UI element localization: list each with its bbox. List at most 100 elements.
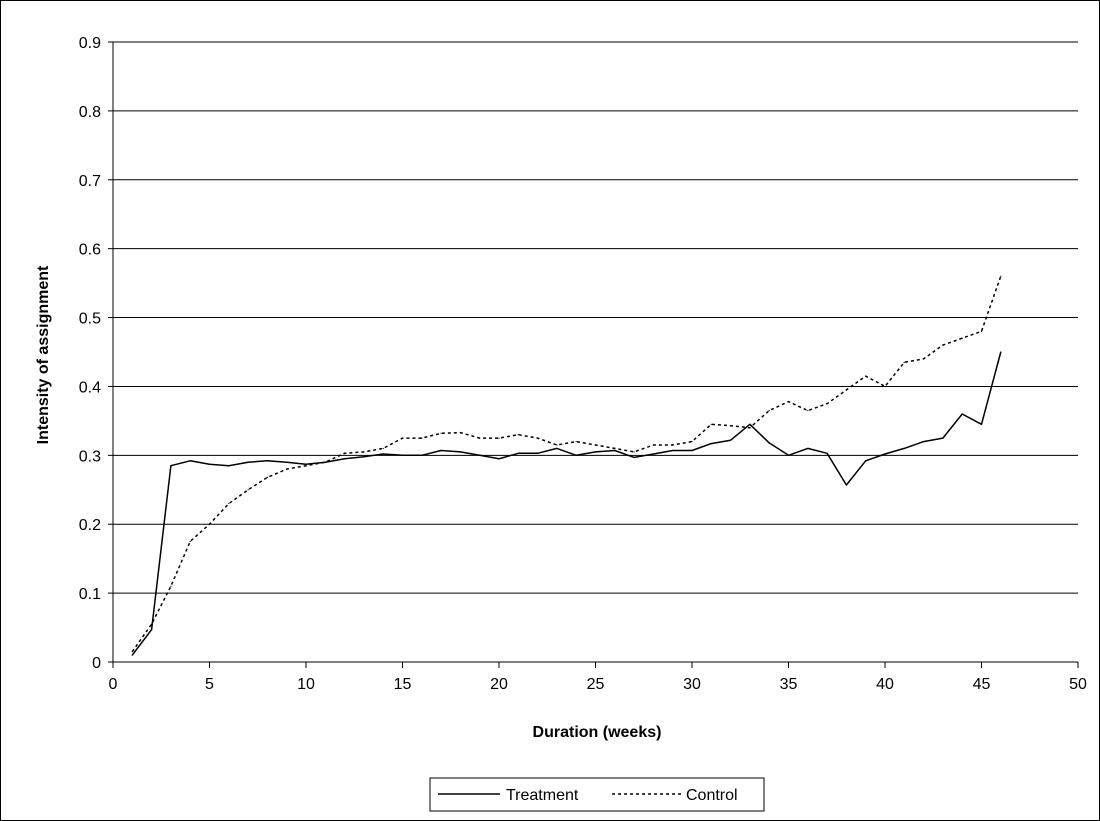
point-control-29 xyxy=(672,444,674,446)
point-treatment-34 xyxy=(768,442,770,444)
point-treatment-33 xyxy=(749,423,751,425)
point-control-28 xyxy=(652,444,655,446)
point-control-38 xyxy=(845,389,848,391)
point-control-16 xyxy=(421,437,423,439)
point-treatment-3 xyxy=(170,465,172,467)
point-control-5 xyxy=(208,523,211,525)
point-control-4 xyxy=(189,540,191,543)
point-control-27 xyxy=(633,451,635,453)
y-tick-label-1: 0.1 xyxy=(79,586,101,603)
x-tick-label-0: 0 xyxy=(109,676,118,693)
point-control-12 xyxy=(344,452,346,454)
point-treatment-4 xyxy=(189,460,191,462)
point-treatment-30 xyxy=(691,449,693,452)
point-treatment-19 xyxy=(479,454,481,456)
point-treatment-38 xyxy=(845,484,848,486)
point-treatment-17 xyxy=(440,449,442,452)
point-treatment-1 xyxy=(131,654,133,656)
point-control-40 xyxy=(884,385,886,388)
point-control-37 xyxy=(826,403,828,405)
series-line-treatment xyxy=(131,351,1002,656)
point-control-3 xyxy=(170,585,172,587)
point-treatment-40 xyxy=(884,453,886,455)
point-treatment-31 xyxy=(710,443,712,445)
point-control-33 xyxy=(749,427,751,429)
x-tick-label-1: 5 xyxy=(205,676,214,693)
point-treatment-15 xyxy=(401,454,404,456)
x-tick-label-3: 15 xyxy=(394,676,412,693)
point-treatment-2 xyxy=(151,629,153,631)
point-control-22 xyxy=(537,437,539,439)
point-treatment-16 xyxy=(421,454,423,456)
y-tick-label-6: 0.6 xyxy=(79,242,101,259)
legend-treatment-label: Treatment xyxy=(506,787,579,804)
point-treatment-7 xyxy=(247,461,249,463)
point-control-30 xyxy=(691,440,693,443)
point-treatment-27 xyxy=(633,456,635,458)
point-treatment-12 xyxy=(344,458,346,460)
point-control-17 xyxy=(440,432,442,434)
point-treatment-18 xyxy=(459,451,461,453)
point-treatment-24 xyxy=(575,454,577,456)
y-tick-label-4: 0.4 xyxy=(79,379,101,396)
y-axis-title: Intensity of assignment xyxy=(35,265,52,444)
y-tick-label-8: 0.8 xyxy=(79,104,101,121)
point-control-15 xyxy=(401,437,404,439)
x-axis-title: Duration (weeks) xyxy=(533,724,662,741)
y-tick-label-7: 0.7 xyxy=(79,173,101,190)
y-tick-label-0: 0 xyxy=(92,655,101,672)
point-control-21 xyxy=(517,434,519,436)
point-control-20 xyxy=(498,437,500,439)
y-tick-label-3: 0.3 xyxy=(79,448,101,465)
point-control-46 xyxy=(1000,275,1002,277)
point-treatment-9 xyxy=(286,461,288,463)
point-control-34 xyxy=(768,409,770,412)
gridlines xyxy=(113,41,1078,594)
point-treatment-13 xyxy=(363,456,365,458)
point-control-24 xyxy=(575,440,577,443)
point-treatment-29 xyxy=(672,449,674,452)
x-tick-label-6: 30 xyxy=(683,676,701,693)
point-treatment-35 xyxy=(787,454,790,456)
point-treatment-6 xyxy=(228,465,230,467)
legend: Treatment Control xyxy=(429,777,765,812)
point-treatment-22 xyxy=(537,452,539,454)
point-treatment-41 xyxy=(903,447,905,450)
point-treatment-20 xyxy=(498,458,500,460)
point-treatment-37 xyxy=(826,452,828,454)
point-treatment-42 xyxy=(923,440,925,443)
point-control-11 xyxy=(324,461,326,463)
point-control-23 xyxy=(556,444,558,446)
point-treatment-39 xyxy=(865,460,867,462)
point-treatment-46 xyxy=(1000,351,1002,353)
x-axis-ticks: 0 5 10 15 20 25 30 35 40 45 50 xyxy=(109,662,1087,693)
point-control-6 xyxy=(228,502,230,505)
legend-control-label: Control xyxy=(686,787,738,804)
point-control-43 xyxy=(942,344,944,346)
point-treatment-26 xyxy=(614,449,616,452)
point-treatment-23 xyxy=(556,447,558,450)
point-control-1 xyxy=(131,651,133,653)
point-treatment-21 xyxy=(517,452,519,454)
point-control-9 xyxy=(286,468,288,470)
point-treatment-25 xyxy=(594,451,597,453)
point-treatment-14 xyxy=(382,453,384,455)
y-tick-label-5: 0.5 xyxy=(79,311,101,328)
point-treatment-8 xyxy=(266,460,268,462)
series-layer xyxy=(131,275,1002,656)
point-control-14 xyxy=(382,447,384,450)
point-control-19 xyxy=(479,437,481,439)
point-control-10 xyxy=(305,465,307,467)
x-tick-label-9: 45 xyxy=(973,676,991,693)
point-treatment-36 xyxy=(807,447,809,450)
point-control-36 xyxy=(807,409,809,412)
x-tick-label-5: 25 xyxy=(587,676,605,693)
point-control-42 xyxy=(923,358,925,360)
point-treatment-32 xyxy=(730,439,732,441)
y-tick-label-2: 0.2 xyxy=(79,517,101,534)
point-control-35 xyxy=(787,401,790,403)
y-tick-label-9: 0.9 xyxy=(79,35,101,52)
point-treatment-10 xyxy=(305,463,307,465)
